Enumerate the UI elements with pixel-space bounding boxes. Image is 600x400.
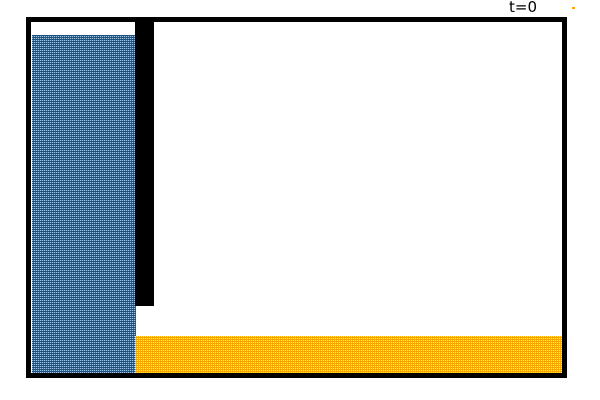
blue-fluid-column	[32, 35, 136, 373]
orange-fluid-layer	[135, 336, 562, 373]
corner-marker	[572, 7, 575, 9]
gate-wall	[135, 22, 154, 306]
time-step-label: t=0	[509, 0, 537, 16]
tank-frame	[26, 17, 567, 378]
